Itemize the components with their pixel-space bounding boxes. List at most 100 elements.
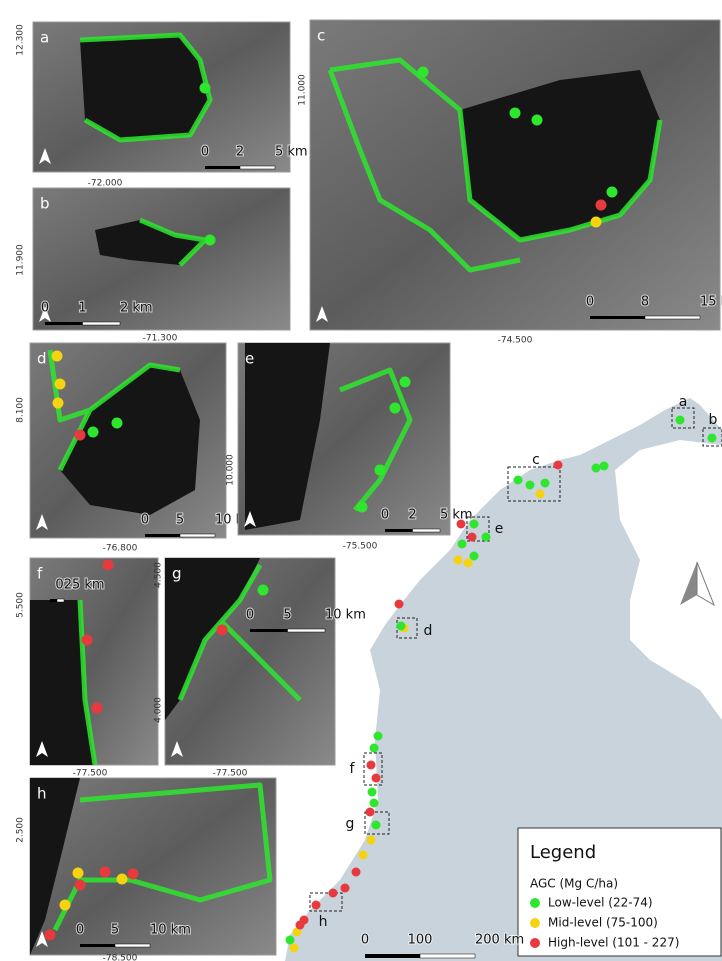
- sample-point: [458, 540, 467, 549]
- scale-bar: [250, 629, 288, 632]
- sample-point: [397, 622, 406, 631]
- scale-bar: [45, 322, 83, 325]
- lon-label: -77.500: [213, 769, 248, 779]
- box-label: h: [319, 914, 328, 930]
- box-label: e: [495, 521, 504, 537]
- sample-point: [117, 874, 128, 885]
- legend-swatch: [530, 938, 540, 948]
- sample-point: [53, 398, 64, 409]
- map-panel: b: [33, 188, 290, 330]
- map-panel: d: [30, 343, 226, 538]
- sample-point: [541, 479, 550, 488]
- legend-label: Low-level (22-74): [548, 896, 653, 910]
- sample-point: [290, 944, 299, 953]
- scale-label: 8: [641, 295, 649, 310]
- box-label: g: [346, 816, 355, 832]
- sample-point: [55, 379, 66, 390]
- scale-label: 2: [236, 145, 244, 160]
- lon-label: -74.500: [498, 336, 533, 346]
- sample-point: [482, 533, 491, 542]
- scale-bar: [57, 599, 64, 602]
- legend-label: Mid-level (75-100): [548, 916, 658, 930]
- panel-label: d: [37, 350, 47, 368]
- sample-point: [352, 868, 361, 877]
- scale-bar: [80, 944, 115, 947]
- sample-point: [258, 585, 269, 596]
- sample-point: [112, 418, 123, 429]
- scale-label: 5 km: [440, 508, 473, 523]
- sample-point: [92, 703, 103, 714]
- scale-bar: [365, 954, 420, 958]
- panel-label: e: [245, 350, 254, 368]
- lon-label: -77.500: [73, 769, 108, 779]
- sample-point: [103, 560, 114, 571]
- sample-point: [312, 901, 321, 910]
- sample-point: [45, 930, 56, 941]
- sample-point: [217, 625, 228, 636]
- scale-bar: [385, 529, 413, 532]
- sample-point: [372, 774, 381, 783]
- lon-label: -71.300: [143, 334, 178, 344]
- scale-label: 100: [408, 933, 433, 948]
- box-label: c: [532, 452, 540, 468]
- scale-label: 0: [586, 295, 594, 310]
- lat-label: 4.500: [154, 562, 164, 588]
- lon-label: -76.800: [103, 544, 138, 554]
- sample-point: [532, 115, 543, 126]
- lat-label: 11.000: [298, 74, 308, 106]
- sample-point: [464, 559, 473, 568]
- scale-label: 15 km: [700, 295, 722, 310]
- sample-point: [75, 430, 86, 441]
- panel-label: b: [40, 195, 50, 213]
- sample-point: [75, 880, 86, 891]
- sample-point: [73, 868, 84, 879]
- scale-bar: [645, 316, 700, 319]
- scale-label: 025 km: [55, 578, 104, 593]
- sample-point: [370, 744, 379, 753]
- sample-point: [359, 851, 368, 860]
- scale-label: 5 km: [275, 145, 308, 160]
- scale-bar: [83, 322, 121, 325]
- sample-point: [526, 481, 535, 490]
- legend-swatch: [530, 918, 540, 928]
- sample-point: [370, 799, 379, 808]
- lat-label: 5.500: [16, 592, 26, 618]
- sample-point: [457, 520, 466, 529]
- scale-label: 0: [381, 508, 389, 523]
- sample-point: [607, 187, 618, 198]
- map-panel: g: [165, 558, 335, 765]
- sample-point: [375, 465, 386, 476]
- sample-point: [100, 867, 111, 878]
- sample-point: [514, 476, 523, 485]
- sample-point: [600, 462, 609, 471]
- sample-point: [52, 351, 63, 362]
- scale-label: 0: [246, 608, 254, 623]
- sample-point: [329, 889, 338, 898]
- sample-point: [592, 464, 601, 473]
- scale-label: 2 km: [120, 301, 153, 316]
- legend-swatch: [530, 898, 540, 908]
- sample-point: [676, 416, 685, 425]
- sample-point: [536, 490, 545, 499]
- figure: Legend AGC (Mg C/ha) a-72.00012.300025 k…: [0, 0, 722, 961]
- sample-point: [418, 67, 429, 78]
- legend-label: High-level (101 - 227): [548, 936, 679, 950]
- box-label: a: [679, 394, 688, 410]
- sample-point: [708, 434, 717, 443]
- map-panel: a: [33, 22, 290, 172]
- sample-point: [367, 836, 376, 845]
- panel-label: g: [172, 565, 182, 583]
- scale-label: 5: [176, 513, 184, 528]
- legend-subtitle: AGC (Mg C/ha): [530, 877, 618, 891]
- scale-bar: [50, 599, 57, 602]
- sample-point: [205, 235, 216, 246]
- lon-label: -78.500: [103, 954, 138, 961]
- scale-label: 5: [111, 923, 119, 938]
- sample-point: [596, 200, 607, 211]
- sample-point: [128, 869, 139, 880]
- lat-label: 12.300: [16, 24, 26, 56]
- scale-bar: [240, 166, 275, 169]
- sample-point: [374, 732, 383, 741]
- sample-point: [88, 427, 99, 438]
- scale-bar: [420, 954, 475, 958]
